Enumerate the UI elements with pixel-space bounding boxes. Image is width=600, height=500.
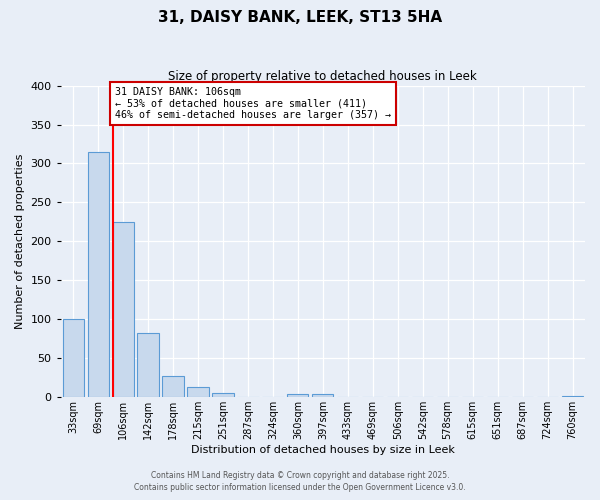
Bar bbox=[187, 387, 209, 398]
X-axis label: Distribution of detached houses by size in Leek: Distribution of detached houses by size … bbox=[191, 445, 455, 455]
Bar bbox=[113, 222, 134, 398]
Bar bbox=[212, 394, 233, 398]
Bar bbox=[62, 320, 84, 398]
Text: 31, DAISY BANK, LEEK, ST13 5HA: 31, DAISY BANK, LEEK, ST13 5HA bbox=[158, 10, 442, 25]
Text: Contains HM Land Registry data © Crown copyright and database right 2025.
Contai: Contains HM Land Registry data © Crown c… bbox=[134, 471, 466, 492]
Text: 31 DAISY BANK: 106sqm
← 53% of detached houses are smaller (411)
46% of semi-det: 31 DAISY BANK: 106sqm ← 53% of detached … bbox=[115, 87, 391, 120]
Bar bbox=[88, 152, 109, 398]
Bar bbox=[137, 334, 159, 398]
Bar bbox=[312, 394, 334, 398]
Bar bbox=[163, 376, 184, 398]
Bar bbox=[238, 396, 259, 398]
Bar bbox=[562, 396, 583, 398]
Bar bbox=[287, 394, 308, 398]
Y-axis label: Number of detached properties: Number of detached properties bbox=[15, 154, 25, 329]
Title: Size of property relative to detached houses in Leek: Size of property relative to detached ho… bbox=[169, 70, 477, 83]
